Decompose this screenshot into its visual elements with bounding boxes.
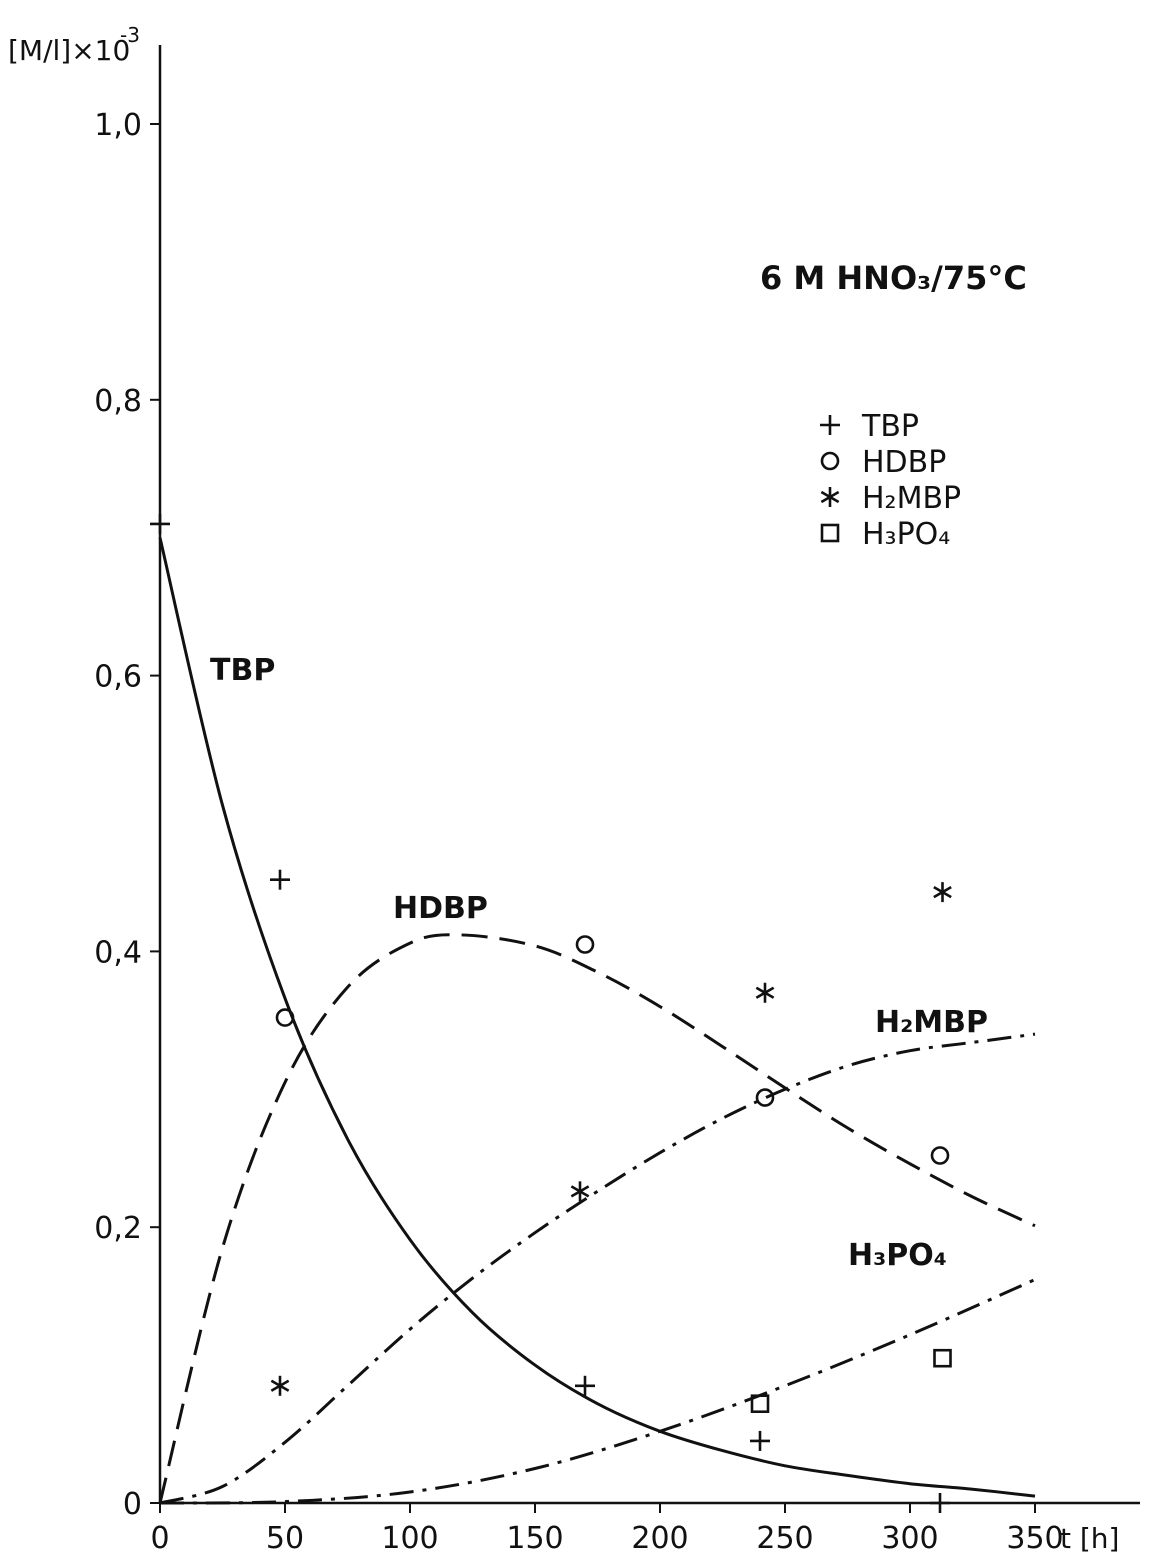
data-point-0-2 [575, 1375, 595, 1396]
legend-marker-1 [820, 451, 840, 471]
y-axis-label: [M/l]×10 [8, 34, 130, 67]
curve-label-hdbp: HDBP [393, 891, 488, 926]
y-axis-label-exponent: -3 [120, 23, 140, 47]
data-point-1-2 [755, 1088, 775, 1107]
series-markers [150, 513, 952, 1513]
x-tick-label: 150 [506, 1521, 563, 1556]
x-tick-label: 300 [881, 1521, 938, 1556]
data-point-2-1 [570, 1181, 590, 1202]
data-point-1-0 [275, 1008, 295, 1027]
condition-label: 6 M HNO₃/75°C [760, 259, 1027, 297]
data-point-3-1 [933, 1348, 952, 1368]
data-point-2-3 [933, 882, 952, 903]
curve-label-tbp: TBP [210, 653, 275, 688]
series-curves [158, 537, 1036, 1505]
data-point-0-1 [270, 869, 290, 890]
data-point-2-0 [270, 1375, 290, 1396]
y-tick-label: 1,0 [94, 108, 142, 143]
x-tick-label: 350 [1006, 1521, 1063, 1556]
legend-marker-2 [820, 487, 840, 507]
legend-label-2: H₂MBP [862, 481, 961, 516]
legend-marker-0 [820, 415, 840, 435]
series-curve-1 [158, 933, 1036, 1504]
x-tick-label: 250 [756, 1521, 813, 1556]
data-point-0-4 [930, 1493, 950, 1513]
x-axis-label: t [h] [1060, 1522, 1119, 1555]
y-tick-label: 0,8 [94, 384, 142, 419]
x-tick-label: 100 [381, 1521, 438, 1556]
x-tick-label: 0 [150, 1521, 169, 1556]
series-curve-3 [159, 1278, 1036, 1505]
legend-label-0: TBP [861, 409, 919, 444]
x-tick-label: 200 [631, 1521, 688, 1556]
data-point-3-0 [750, 1394, 770, 1414]
legend-marker-3 [820, 523, 840, 543]
y-tick-label: 0,4 [94, 935, 142, 970]
legend-label-3: H₃PO₄ [862, 517, 950, 552]
x-tick-label: 50 [266, 1521, 304, 1556]
data-point-0-3 [750, 1430, 770, 1451]
data-point-2-2 [755, 982, 775, 1003]
data-point-1-3 [930, 1146, 950, 1165]
curve-label-h2mbp: H₂MBP [875, 1005, 988, 1040]
y-tick-label: 0,2 [94, 1211, 142, 1246]
data-point-1-1 [575, 935, 595, 954]
data-point-0-0 [150, 513, 170, 534]
y-tick-label: 0,6 [94, 660, 142, 695]
curve-label-h3po4: H₃PO₄ [848, 1238, 947, 1273]
axes: 0 50 100 150 200 250 300 350 0 0,2 0,4 0,6 0,8 1,0 [94, 45, 1140, 1556]
y-tick-label: 0 [123, 1487, 142, 1522]
legend-label-1: HDBP [862, 445, 946, 480]
series-curve-0 [158, 537, 1036, 1498]
